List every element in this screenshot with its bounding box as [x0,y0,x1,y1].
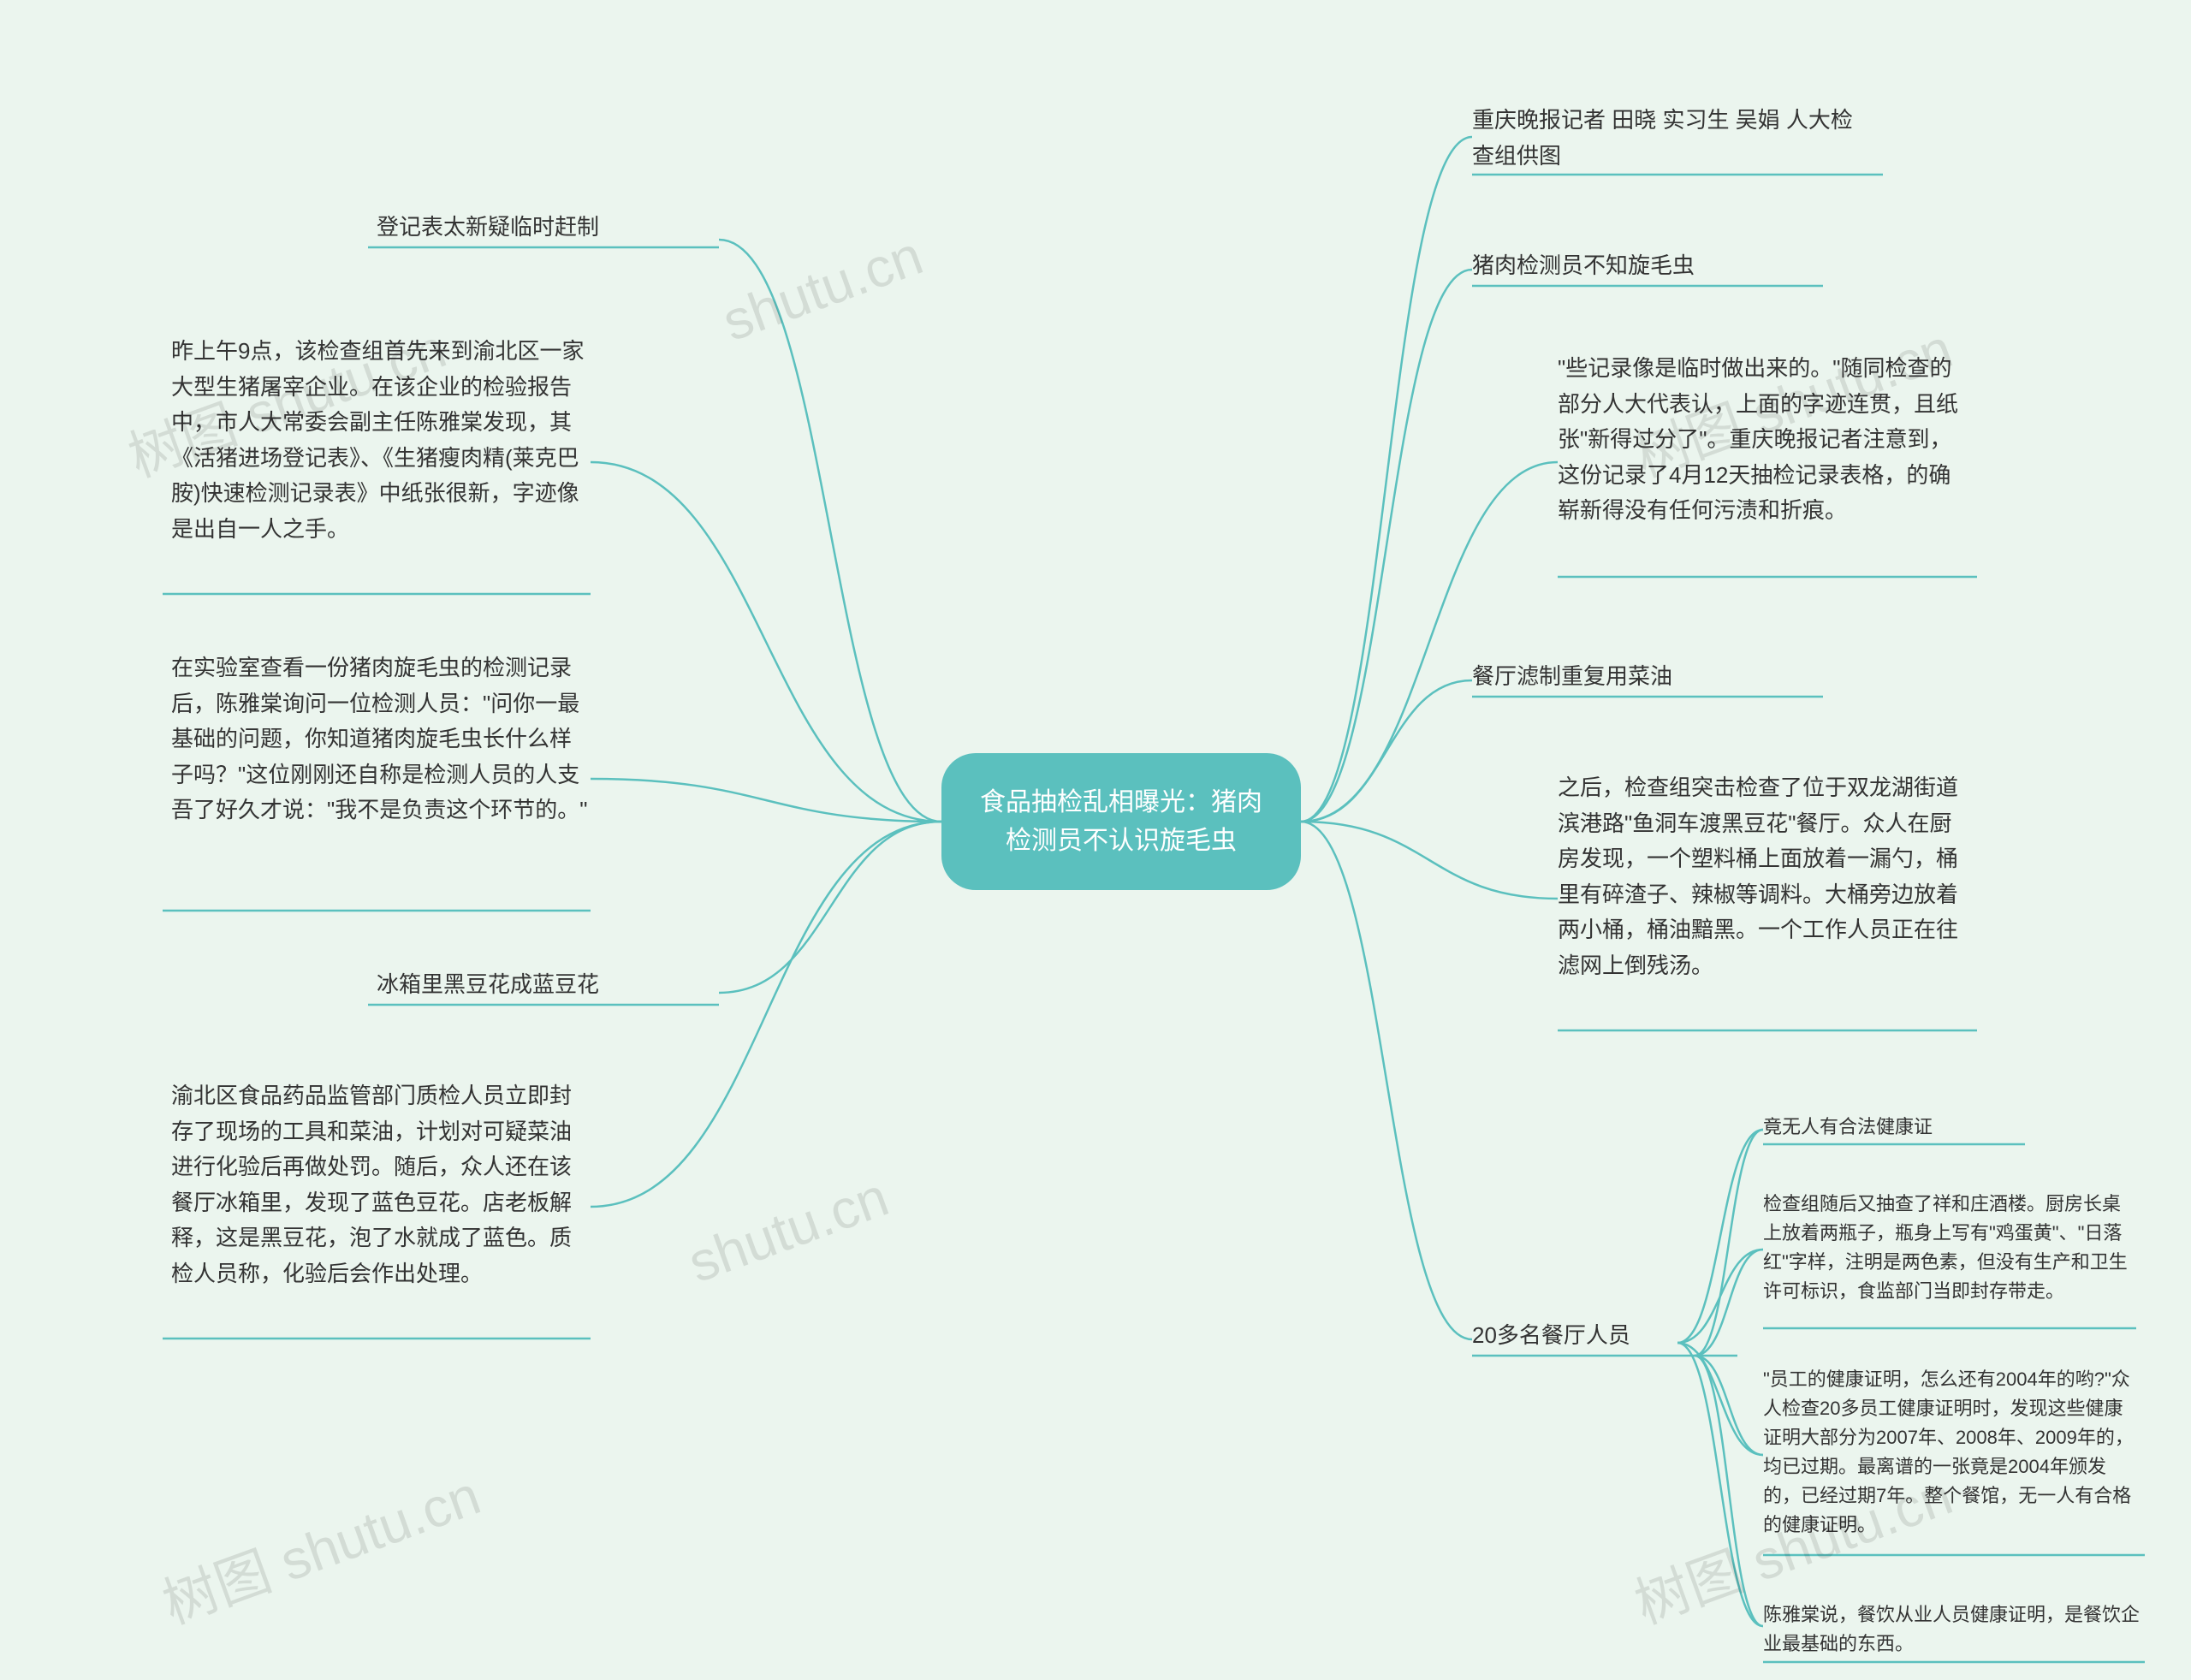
edge [1301,462,1558,822]
mindmap-node: 竟无人有合法健康证 [1763,1113,2020,1142]
edge [591,462,941,822]
edge [591,822,941,1207]
mindmap-node-text: 登记表太新疑临时赶制 [377,214,599,240]
mindmap-node-text: 竟无人有合法健康证 [1763,1116,1933,1137]
mindmap-node: 餐厅滤制重复用菜油 [1472,659,1814,695]
mindmap-node-text: 猪肉检测员不知旋毛虫 [1472,252,1695,278]
mindmap-node-text: 20多名餐厅人员 [1472,1322,1630,1348]
mindmap-node: 渝北区食品药品监管部门质检人员立即封存了现场的工具和菜油，计划对可疑菜油进行化验… [171,1078,591,1292]
edge [1301,137,1472,822]
edge [1677,1130,1763,1343]
mindmap-node: 检查组随后又抽查了祥和庄酒楼。厨房长桌上放着两瓶子，瓶身上写有"鸡蛋黄"、"日落… [1763,1190,2131,1306]
mindmap-node: 重庆晚报记者 田晓 实习生 吴娟 人大检查组供图 [1472,103,1874,174]
mindmap-node: 20多名餐厅人员 [1472,1318,1729,1354]
center-topic-text: 食品抽检乱相曝光：猪肉检测员不认识旋毛虫 [980,783,1262,860]
mindmap-node-text: 渝北区食品药品监管部门质检人员立即封存了现场的工具和菜油，计划对可疑菜油进行化验… [171,1083,572,1286]
mindmap-node-text: 之后，检查组突击检查了位于双龙湖街道滨港路"鱼洞车渡黑豆花"餐厅。众人在厨房发现… [1558,775,1958,978]
edge [1301,270,1472,822]
mindmap-node-text: "员工的健康证明，怎么还有2004年的哟?"众人检查20多员工健康证明时，发现这… [1763,1368,2134,1535]
edge [1695,1356,1763,1455]
mindmap-node: 冰箱里黑豆花成蓝豆花 [377,967,719,1003]
mindmap-node: "些记录像是临时做出来的。"随同检查的部分人大代表认，上面的字迹连贯，且纸张"新… [1558,351,1968,529]
mindmap-node-text: 餐厅滤制重复用菜油 [1472,663,1672,689]
edge [1301,680,1472,822]
mindmap-node: 之后，检查组突击检查了位于双龙湖街道滨港路"鱼洞车渡黑豆花"餐厅。众人在厨房发现… [1558,770,1968,984]
mindmap-node: 登记表太新疑临时赶制 [377,210,719,246]
edge [1677,1343,1763,1455]
watermark: shutu.cn [715,223,931,353]
watermark: shutu.cn [680,1165,897,1295]
mindmap-node-text: 检查组随后又抽查了祥和庄酒楼。厨房长桌上放着两瓶子，瓶身上写有"鸡蛋黄"、"日落… [1763,1193,2128,1302]
mindmap-node-text: 重庆晚报记者 田晓 实习生 吴娟 人大检查组供图 [1472,107,1853,169]
mindmap-node: 在实验室查看一份猪肉旋毛虫的检测记录后，陈雅棠询问一位检测人员："问你一最基础的… [171,650,591,828]
mindmap-node-text: "些记录像是临时做出来的。"随同检查的部分人大代表认，上面的字迹连贯，且纸张"新… [1558,355,1958,523]
mindmap-node-text: 昨上午9点，该检查组首先来到渝北区一家大型生猪屠宰企业。在该企业的检验报告中，市… [171,338,584,542]
edge [719,240,941,822]
center-topic: 食品抽检乱相曝光：猪肉检测员不认识旋毛虫 [941,753,1301,890]
edge [1677,1343,1763,1626]
edge [1695,1356,1763,1626]
mindmap-node: 昨上午9点，该检查组首先来到渝北区一家大型生猪屠宰企业。在该企业的检验报告中，市… [171,334,591,548]
mindmap-node-text: 陈雅棠说，餐饮从业人员健康证明，是餐饮企业最基础的东西。 [1763,1604,2140,1654]
edge [591,779,941,822]
mindmap-node: 陈雅棠说，餐饮从业人员健康证明，是餐饮企业最基础的东西。 [1763,1600,2140,1659]
edge [719,822,941,993]
mindmap-node: "员工的健康证明，怎么还有2004年的哟?"众人检查20多员工健康证明时，发现这… [1763,1365,2140,1540]
mindmap-node-text: 冰箱里黑豆花成蓝豆花 [377,971,599,997]
edge [1301,822,1558,899]
mindmap-node: 猪肉检测员不知旋毛虫 [1472,248,1814,284]
watermark: 树图 shutu.cn [151,1451,490,1639]
mindmap-node-text: 在实验室查看一份猪肉旋毛虫的检测记录后，陈雅棠询问一位检测人员："问你一最基础的… [171,655,587,822]
edge [1301,822,1472,1339]
